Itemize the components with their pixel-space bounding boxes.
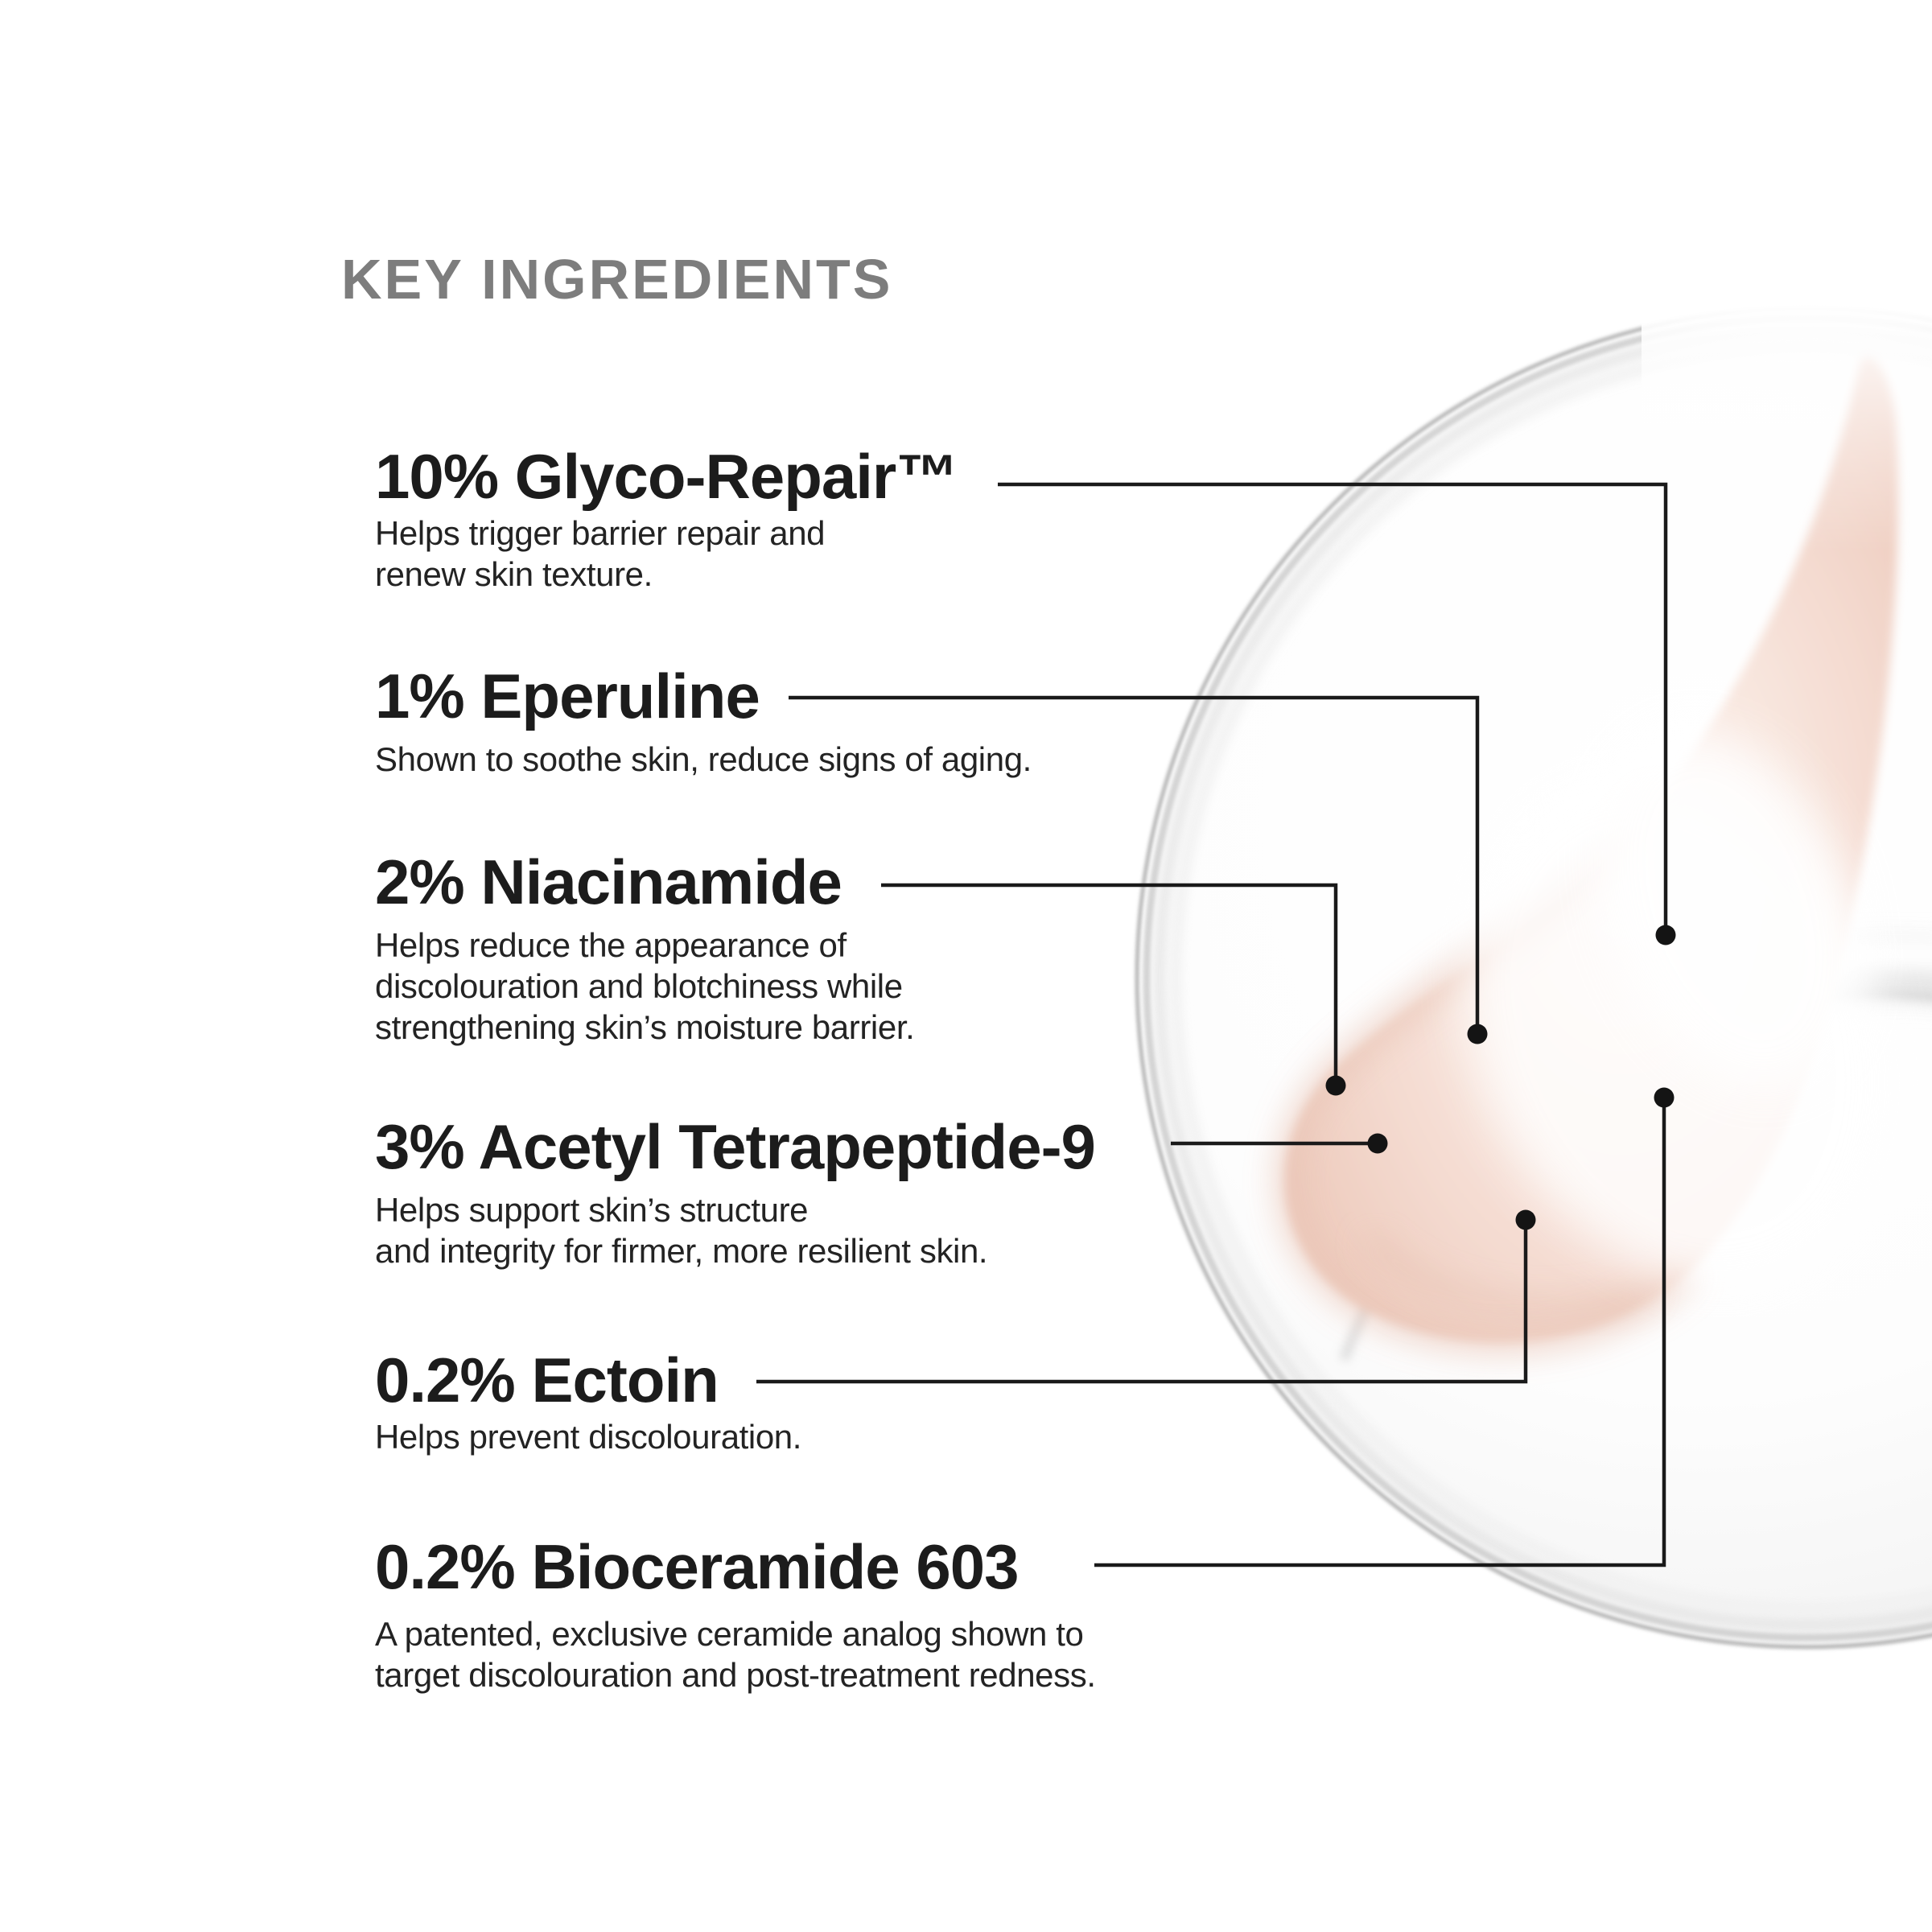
ingredient-row-acetyl-tetrapeptide: 3% Acetyl Tetrapeptide-9 Helps support s… (375, 1115, 1244, 1271)
page-title: KEY INGREDIENTS (341, 248, 893, 311)
dot-acetyl-tetrapeptide (1367, 1133, 1388, 1154)
dot-bioceramide (1654, 1087, 1675, 1108)
ingredient-name: 0.2% Ectoin (375, 1345, 719, 1415)
ingredient-description: A patented, exclusive ceramide analog sh… (375, 1615, 1096, 1694)
ingredient-name: 1% Eperuline (375, 661, 760, 731)
connector-glyco-repair (998, 482, 1668, 925)
connector-bioceramide (1094, 1107, 1666, 1567)
dot-ectoin (1515, 1209, 1536, 1230)
ingredient-row-bioceramide: 0.2% Bioceramide 603 A patented, exclusi… (375, 1535, 1244, 1695)
ingredient-name: 2% Niacinamide (375, 847, 842, 917)
ingredient-description: Helps prevent discolouration. (375, 1418, 802, 1456)
dot-glyco-repair (1655, 925, 1676, 945)
ingredient-description: Shown to soothe skin, reduce signs of ag… (375, 740, 1032, 778)
connector-niacinamide (881, 883, 1338, 1076)
ingredient-description: Helps trigger barrier repair and renew s… (375, 514, 826, 593)
ingredient-name: 3% Acetyl Tetrapeptide-9 (375, 1111, 1096, 1182)
cream-swatch-tail-fade (1642, 302, 1932, 551)
ingredient-row-glyco-repair: 10% Glyco-Repair™ Helps trigger barrier … (375, 445, 1244, 595)
ingredient-description: Helps reduce the appearance of discolour… (375, 926, 915, 1046)
ingredient-name: 0.2% Bioceramide 603 (375, 1531, 1019, 1602)
ingredient-row-eperuline: 1% Eperuline Shown to soothe skin, reduc… (375, 665, 1244, 780)
dot-niacinamide (1325, 1075, 1346, 1096)
ingredient-description: Helps support skin’s structure and integ… (375, 1191, 988, 1270)
ingredient-row-niacinamide: 2% Niacinamide Helps reduce the appearan… (375, 851, 1244, 1048)
cream-swatch-inner-shadow (1362, 1234, 1653, 1316)
dot-eperuline (1467, 1024, 1488, 1044)
connector-eperuline (789, 695, 1480, 1024)
ingredient-row-ectoin: 0.2% Ectoin Helps prevent discolouration… (375, 1349, 1244, 1457)
connector-ectoin (756, 1230, 1528, 1384)
ingredient-name: 10% Glyco-Repair™ (375, 441, 958, 512)
